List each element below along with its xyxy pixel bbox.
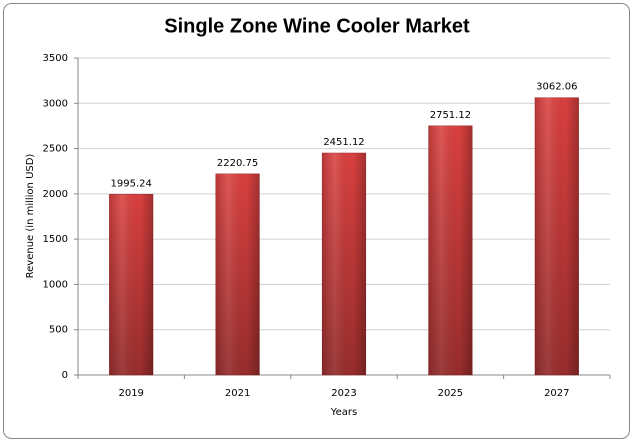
y-tick-label: 2000	[43, 189, 68, 200]
x-tick-label: 2025	[438, 388, 463, 399]
x-axis-title: Years	[330, 407, 357, 418]
data-label: 2220.75	[217, 158, 258, 169]
data-label: 2751.12	[430, 110, 471, 121]
bar	[109, 194, 154, 376]
bar	[534, 97, 579, 376]
chart-title: Single Zone Wine Cooler Market	[164, 15, 470, 37]
x-tick-label: 2019	[118, 388, 143, 399]
data-label: 1995.24	[111, 178, 152, 189]
bar	[215, 173, 260, 376]
x-tick-label: 2023	[331, 388, 356, 399]
data-label: 3062.06	[536, 82, 577, 93]
y-tick-label: 1500	[43, 234, 68, 245]
bar	[321, 152, 367, 376]
y-tick-label: 3500	[43, 53, 68, 64]
y-tick-label: 1000	[43, 279, 68, 290]
x-tick-label: 2027	[544, 388, 569, 399]
x-tick-label: 2021	[225, 388, 250, 399]
y-axis-title: Revenue (in million USD)	[25, 154, 36, 279]
y-tick-label: 0	[62, 370, 68, 381]
y-tick-label: 3000	[43, 98, 68, 109]
bar	[428, 125, 473, 376]
y-tick-label: 2500	[43, 144, 68, 155]
y-tick-label: 500	[49, 325, 68, 336]
data-label: 2451.12	[323, 137, 364, 148]
